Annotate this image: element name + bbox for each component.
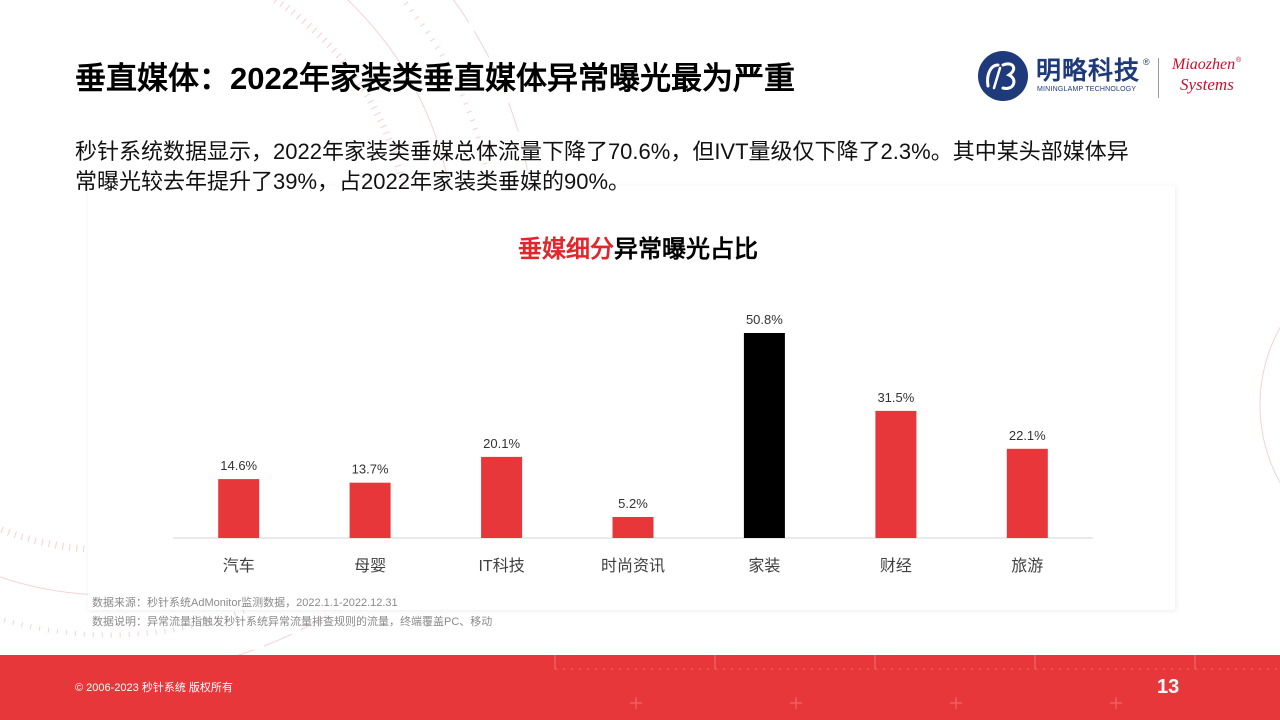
- brand-name-line1: Miaozhen: [1172, 56, 1236, 73]
- bar-5: [743, 333, 785, 538]
- category-label-5: 家装: [748, 557, 780, 575]
- brand-registered-mark: ®: [1236, 57, 1242, 64]
- logo-cn-name: 明略科技: [1036, 57, 1141, 85]
- data-label-6: 31.5%: [877, 390, 914, 405]
- data-source-note: 数据来源：秒针系统AdMonitor监测数据，2022.1.1-2022.12.…: [92, 597, 398, 609]
- chart-title: 垂媒细分异常曝光占比: [438, 235, 838, 265]
- summary-line: 常曝光较去年提升了39%，占2022年家装类垂媒的90%。: [75, 169, 631, 194]
- data-label-3: 20.1%: [483, 436, 520, 451]
- summary-line: 秒针系统数据显示，2022年家装类垂媒总体流量下降了70.6%，但IVT量级仅下…: [75, 139, 1129, 164]
- chart-title-rest: 异常曝光占比: [614, 236, 758, 263]
- bar-6: [875, 410, 917, 538]
- footer-band: © 2006-2023 秒针系统 版权所有 13: [0, 655, 1280, 720]
- registered-mark: ®: [1143, 57, 1150, 67]
- mininglamp-logo-icon: [978, 51, 1028, 101]
- copyright-text: © 2006-2023 秒针系统 版权所有: [75, 682, 233, 694]
- data-label-2: 13.7%: [352, 462, 389, 477]
- data-label-7: 22.1%: [1009, 428, 1046, 443]
- summary-text: 秒针系统数据显示，2022年家装类垂媒总体流量下降了70.6%，但IVT量级仅下…: [75, 137, 1129, 197]
- chart-title-highlight: 垂媒细分: [518, 236, 614, 263]
- decorative-circle: [1259, 326, 1280, 484]
- bars-layer: 14.6% 汽车 13.7% 母婴 20.1% IT科技 5.2% 时尚资讯 50.8% 家装 31…: [218, 312, 1048, 575]
- category-label-7: 旅游: [1011, 557, 1043, 575]
- bar-7: [1006, 448, 1048, 538]
- bar-chart: 14.6% 汽车 13.7% 母婴 20.1% IT科技 5.2% 时尚资讯 50.8% 家装 31…: [173, 312, 1093, 575]
- category-label-2: 母婴: [354, 558, 386, 575]
- category-label-1: 汽车: [223, 557, 255, 575]
- category-label-3: IT科技: [478, 557, 524, 575]
- logo-divider: [1158, 58, 1159, 98]
- data-label-5: 50.8%: [746, 312, 783, 327]
- chart-panel: [88, 186, 1175, 610]
- page-number: 13: [1157, 676, 1180, 698]
- bar-3: [481, 456, 523, 538]
- data-label-1: 14.6%: [220, 458, 257, 473]
- data-label-4: 5.2%: [618, 496, 648, 511]
- bar-2: [349, 482, 391, 538]
- logo-en-name: MININGLAMP TECHNOLOGY: [1037, 86, 1137, 93]
- data-definition-note: 数据说明：异常流量指触发秒针系统异常流量排查规则的流量，终端覆盖PC、移动: [92, 616, 493, 628]
- bar-4: [612, 517, 654, 538]
- category-label-4: 时尚资讯: [601, 557, 665, 575]
- slide-title: 垂直媒体：2022年家装类垂直媒体异常曝光最为严重: [75, 61, 795, 96]
- footer-decoration: [554, 655, 1280, 709]
- category-label-6: 财经: [880, 557, 912, 575]
- bar-1: [218, 479, 260, 538]
- brand-name-line2: Systems: [1180, 75, 1234, 94]
